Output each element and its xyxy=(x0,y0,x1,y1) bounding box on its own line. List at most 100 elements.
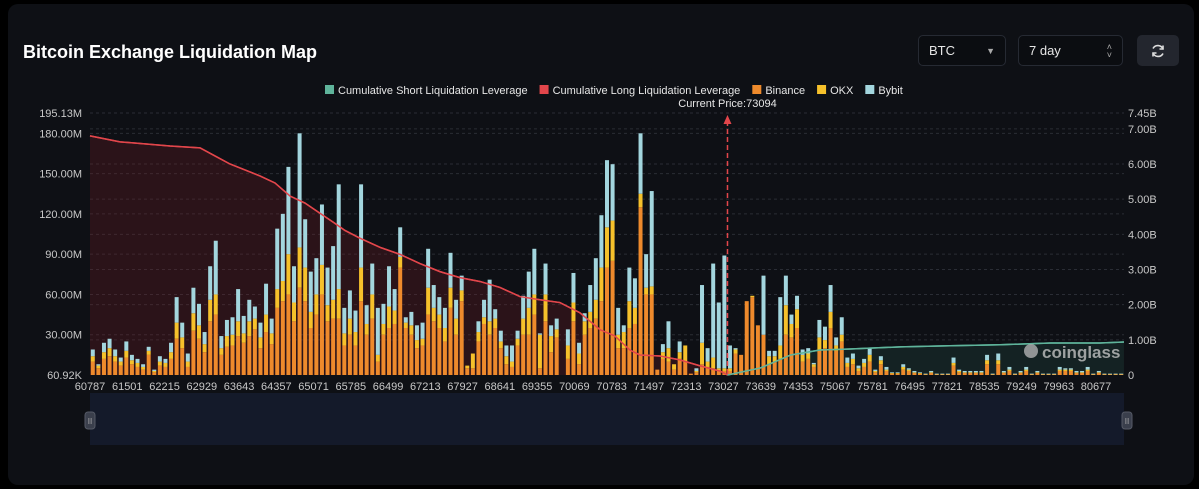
bar-okx xyxy=(878,360,883,365)
x-axis-tick: 68641 xyxy=(485,381,516,393)
zoom-slider-handle[interactable] xyxy=(1121,411,1133,430)
bar-binance xyxy=(761,334,766,375)
bar-stack xyxy=(806,348,811,375)
bar-bybit xyxy=(828,285,833,312)
refresh-button[interactable] xyxy=(1137,35,1179,66)
bar-stack xyxy=(174,297,179,375)
bar-bybit xyxy=(370,263,375,295)
bar-bybit xyxy=(962,370,967,373)
current-price-arrow-icon xyxy=(723,115,732,124)
bar-bybit xyxy=(817,319,822,338)
bar-binance xyxy=(1074,372,1079,375)
bar-stack xyxy=(252,306,257,375)
bar-stack xyxy=(940,373,945,375)
bar-bybit xyxy=(526,271,531,308)
bar-bybit xyxy=(1113,373,1118,375)
bar-stack xyxy=(683,345,688,375)
bar-stack xyxy=(303,219,308,375)
bar-bybit xyxy=(532,248,537,295)
bar-okx xyxy=(951,362,956,366)
bar-bybit xyxy=(292,266,296,303)
bar-binance xyxy=(582,334,587,375)
bar-binance xyxy=(727,370,732,375)
x-axis-tick: 79963 xyxy=(1043,381,1074,393)
bar-bybit xyxy=(862,358,867,363)
bar-okx xyxy=(509,361,514,367)
bar-stack xyxy=(632,278,637,375)
bar-stack xyxy=(761,275,766,375)
bar-binance xyxy=(599,301,604,375)
coin-select[interactable]: BTC ▼ xyxy=(918,35,1006,66)
bar-bybit xyxy=(716,302,721,369)
bar-okx xyxy=(107,348,112,357)
bar-binance xyxy=(336,318,341,375)
bar-stack xyxy=(163,358,168,375)
zoom-slider-handle[interactable] xyxy=(84,411,96,430)
bar-stack xyxy=(515,330,520,375)
bar-binance xyxy=(331,318,336,375)
bar-okx xyxy=(146,350,151,355)
bar-bybit xyxy=(442,307,447,329)
bar-okx xyxy=(504,356,509,365)
bar-binance xyxy=(1091,374,1096,375)
bar-bybit xyxy=(409,311,414,326)
bar-bybit xyxy=(605,160,609,228)
bar-bybit xyxy=(1029,373,1034,375)
bar-binance xyxy=(990,374,995,375)
period-select[interactable]: 7 day ˄ ˅ xyxy=(1018,35,1123,66)
bar-okx xyxy=(314,294,319,315)
bar-stack xyxy=(118,357,123,375)
bar-stack xyxy=(1119,373,1124,375)
bar-binance xyxy=(806,358,811,375)
bar-okx xyxy=(973,372,978,373)
bar-binance xyxy=(347,334,352,375)
bar-bybit xyxy=(979,370,984,373)
chart-legend: Cumulative Short Liquidation Leverage Cum… xyxy=(325,85,903,97)
bar-bybit xyxy=(431,285,436,308)
bar-bybit xyxy=(621,325,626,333)
bar-stack xyxy=(577,342,582,375)
bar-bybit xyxy=(426,248,431,288)
bar-stack xyxy=(822,326,827,375)
bar-bybit xyxy=(649,191,654,287)
bar-bybit xyxy=(806,348,811,354)
bar-binance xyxy=(224,346,229,375)
bar-binance xyxy=(839,341,844,375)
bar-bybit xyxy=(918,372,922,373)
bar-okx xyxy=(129,360,134,365)
bar-binance xyxy=(521,334,526,375)
bar-stack xyxy=(269,318,274,375)
bar-okx xyxy=(537,334,542,369)
bar-okx xyxy=(890,372,895,374)
bar-bybit xyxy=(1046,373,1051,375)
bar-okx xyxy=(616,334,621,349)
bar-bybit xyxy=(850,353,855,359)
bar-stack xyxy=(1040,373,1045,375)
bar-okx xyxy=(224,336,229,347)
legend-swatch xyxy=(865,85,875,94)
bar-bybit xyxy=(616,307,621,335)
bar-okx xyxy=(588,311,593,329)
bar-okx xyxy=(521,318,526,335)
bar-bybit xyxy=(498,330,503,342)
bar-bybit xyxy=(873,369,878,371)
bar-bybit xyxy=(890,372,895,373)
bar-stack xyxy=(364,305,369,375)
bar-bybit xyxy=(1068,368,1073,370)
bar-okx xyxy=(1024,369,1029,371)
bar-okx xyxy=(800,354,805,362)
bar-okx xyxy=(342,333,347,346)
bar-binance xyxy=(381,334,386,375)
bar-stack xyxy=(705,348,710,375)
bar-okx xyxy=(157,361,162,366)
bar-binance xyxy=(498,348,503,375)
bar-stack xyxy=(744,301,749,375)
bar-stack xyxy=(1113,373,1118,375)
bar-stack xyxy=(873,369,878,375)
bar-binance xyxy=(711,368,716,375)
bar-bybit xyxy=(565,329,570,346)
bar-binance xyxy=(850,364,855,375)
bar-okx xyxy=(124,350,129,358)
bar-binance xyxy=(537,368,542,375)
bar-stack xyxy=(694,368,699,375)
